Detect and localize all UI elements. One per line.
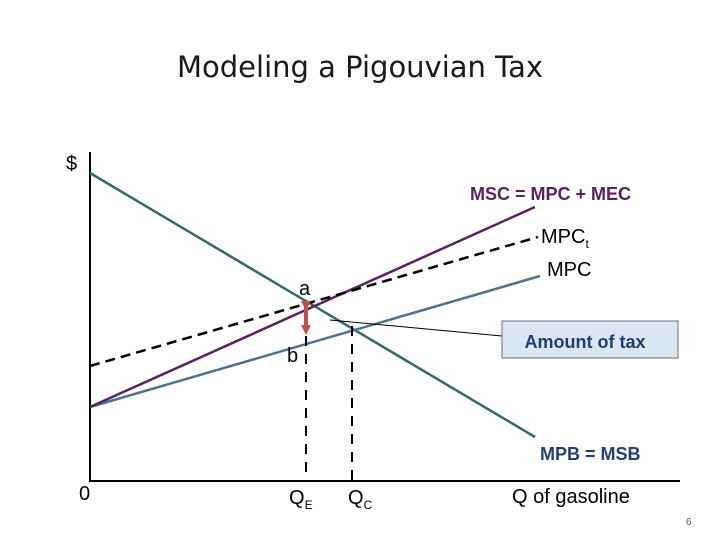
mpb-label: MPB = MSB [540,444,641,464]
point-a-label: a [299,278,311,300]
point-b-label: b [287,345,298,367]
x-axis-label: Q of gasoline [512,486,630,508]
origin-label: 0 [79,483,90,505]
mpb-line [89,171,536,439]
tax-callout-line [329,319,503,337]
msc-label: MSC = MPC + MEC [470,184,631,204]
qe-label: QE [289,487,313,512]
mpc-label: MPC [547,259,591,281]
mpc-line [89,274,541,409]
slide-title: Modeling a Pigouvian Tax [177,50,543,84]
tax-box-label: Amount of tax [525,332,646,352]
mpc-t-line [89,235,539,368]
mpc-t-label: MPCt [541,226,589,251]
msc-line [89,205,536,409]
tax-box [501,320,679,359]
qc-label: QC [348,487,373,512]
y-axis-label: $ [66,153,77,175]
page-number: 6 [686,517,692,528]
